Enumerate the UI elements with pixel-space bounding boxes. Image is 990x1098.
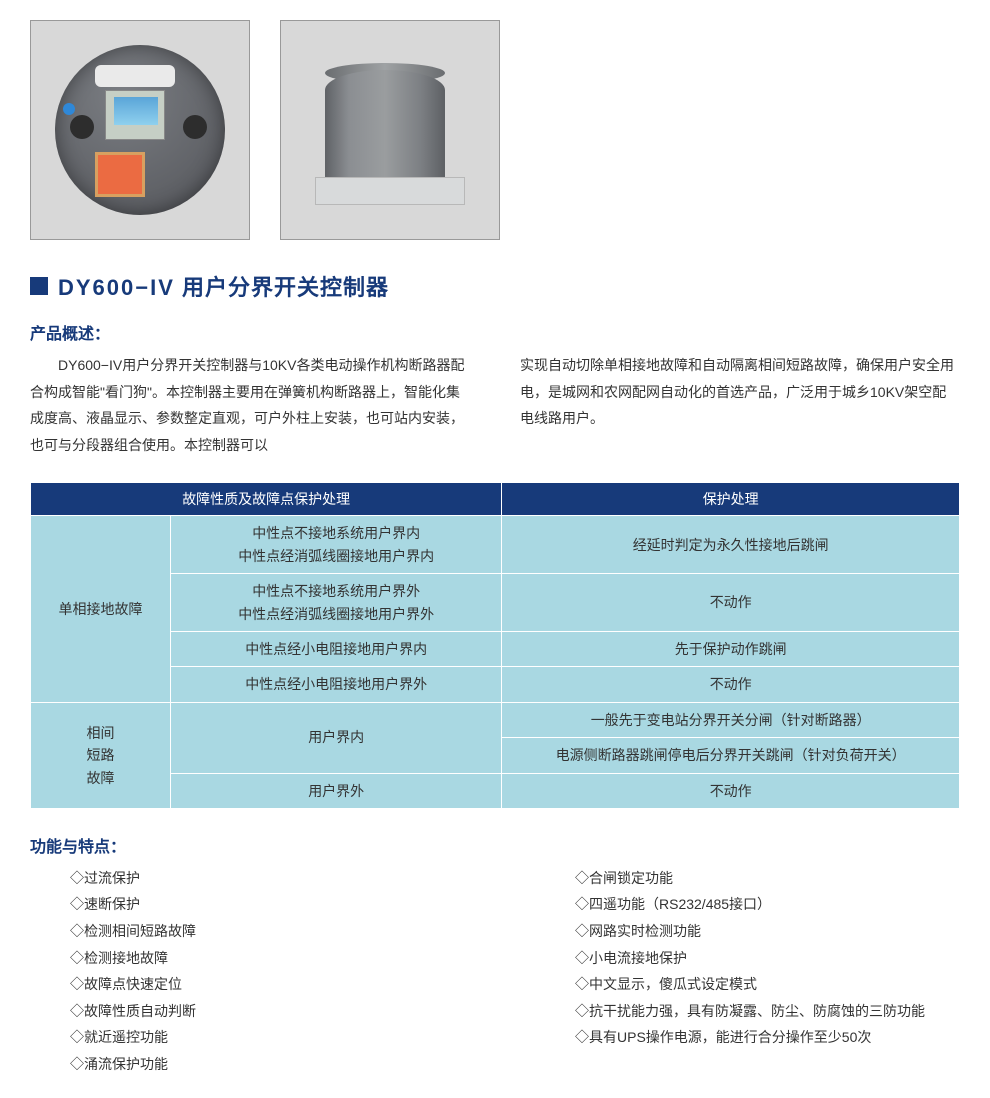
product-name: 用户分界开关控制器 [182, 275, 389, 300]
overview-text: DY600−IV用户分界开关控制器与10KV各类电动操作机构断路器配合构成智能"… [30, 352, 960, 458]
overview-heading: 产品概述： [30, 320, 960, 344]
features-col-left: ◇过流保护 ◇速断保护 ◇检测相间短路故障 ◇检测接地故障 ◇故障点快速定位 ◇… [30, 865, 455, 1078]
features-columns: ◇过流保护 ◇速断保护 ◇检测相间短路故障 ◇检测接地故障 ◇故障点快速定位 ◇… [30, 865, 960, 1078]
product-image-front [30, 20, 250, 240]
feature-item: ◇就近遥控功能 [70, 1024, 455, 1051]
cell-handle: 不动作 [502, 773, 960, 808]
cell-type-ground: 单相接地故障 [31, 516, 171, 702]
feature-item: ◇网路实时检测功能 [575, 918, 960, 945]
feature-item: ◇检测接地故障 [70, 945, 455, 972]
cell-handle: 一般先于变电站分界开关分闸（针对断路器） [502, 702, 960, 737]
feature-item: ◇速断保护 [70, 891, 455, 918]
features-col-right: ◇合闸锁定功能 ◇四遥功能（RS232/485接口） ◇网路实时检测功能 ◇小电… [535, 865, 960, 1078]
feature-item: ◇过流保护 [70, 865, 455, 892]
th-handle: 保护处理 [502, 483, 960, 516]
feature-item: ◇小电流接地保护 [575, 945, 960, 972]
cell-point: 中性点不接地系统用户界内 中性点经消弧线圈接地用户界内 [171, 516, 502, 574]
feature-item: ◇故障点快速定位 [70, 971, 455, 998]
title-square-icon [30, 277, 48, 295]
cell-handle: 电源侧断路器跳闸停电后分界开关跳闸（针对负荷开关） [502, 738, 960, 773]
cell-point: 中性点不接地系统用户界外 中性点经消弧线圈接地用户界外 [171, 574, 502, 632]
feature-item: ◇检测相间短路故障 [70, 918, 455, 945]
overview-col-1: DY600−IV用户分界开关控制器与10KV各类电动操作机构断路器配合构成智能"… [30, 352, 470, 458]
feature-item: ◇故障性质自动判断 [70, 998, 455, 1025]
cell-handle: 不动作 [502, 667, 960, 702]
product-image-row [30, 20, 960, 240]
model-code: DY600−IV [58, 275, 175, 300]
th-nature: 故障性质及故障点保护处理 [31, 483, 502, 516]
cell-type-short: 相间 短路 故障 [31, 702, 171, 808]
cell-handle: 先于保护动作跳闸 [502, 631, 960, 666]
main-title-row: DY600−IV 用户分界开关控制器 [30, 270, 960, 302]
product-image-side [280, 20, 500, 240]
main-title: DY600−IV 用户分界开关控制器 [58, 270, 389, 302]
cell-handle: 不动作 [502, 574, 960, 632]
feature-item: ◇中文显示，傻瓜式设定模式 [575, 971, 960, 998]
feature-item: ◇涌流保护功能 [70, 1051, 455, 1078]
feature-item: ◇四遥功能（RS232/485接口） [575, 891, 960, 918]
cell-point: 中性点经小电阻接地用户界外 [171, 667, 502, 702]
feature-item: ◇具有UPS操作电源，能进行合分操作至少50次 [575, 1024, 960, 1051]
cell-point: 用户界外 [171, 773, 502, 808]
feature-item: ◇合闸锁定功能 [575, 865, 960, 892]
cell-point: 中性点经小电阻接地用户界内 [171, 631, 502, 666]
fault-table: 故障性质及故障点保护处理 保护处理 单相接地故障 中性点不接地系统用户界内 中性… [30, 482, 960, 809]
cell-point: 用户界内 [171, 702, 502, 773]
feature-item: ◇抗干扰能力强，具有防凝露、防尘、防腐蚀的三防功能 [575, 998, 960, 1025]
cell-handle: 经延时判定为永久性接地后跳闸 [502, 516, 960, 574]
overview-col-2: 实现自动切除单相接地故障和自动隔离相间短路故障，确保用户安全用电，是城网和农网配… [520, 352, 960, 458]
features-heading: 功能与特点： [30, 833, 960, 857]
